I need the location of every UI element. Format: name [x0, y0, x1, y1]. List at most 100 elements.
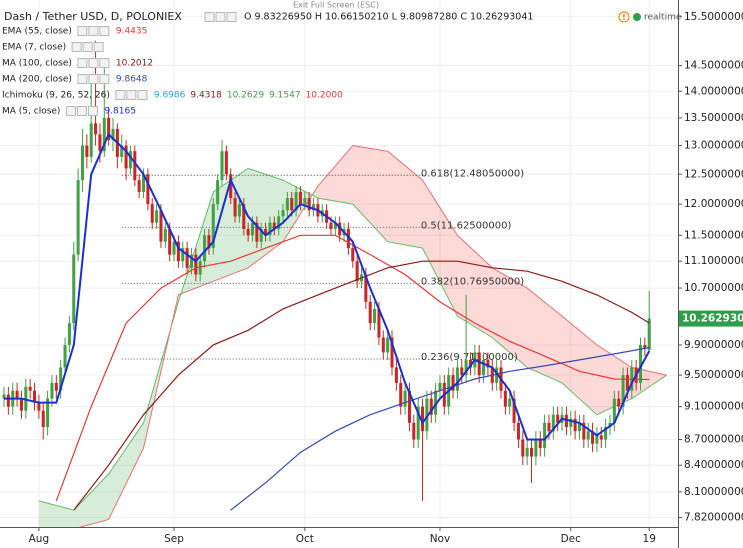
candle-body	[163, 228, 167, 242]
candle-body	[176, 241, 180, 262]
candle-body	[220, 151, 224, 181]
legend-button[interactable]	[82, 42, 93, 52]
candle-body	[386, 337, 390, 353]
fullscreen-hint[interactable]: Exit Full Screen (ESC)	[293, 1, 379, 10]
legend-button[interactable]	[76, 106, 87, 116]
candle-body	[525, 447, 529, 457]
candle-body	[250, 222, 255, 236]
candle-body	[460, 367, 464, 376]
legend-button[interactable]	[204, 12, 215, 22]
candle-body	[207, 235, 211, 249]
candle-body	[438, 382, 442, 391]
candle-body	[595, 435, 599, 444]
candle-body	[364, 274, 368, 302]
legend-button[interactable]	[99, 74, 110, 84]
candle-body	[33, 390, 37, 403]
candle-body	[604, 427, 608, 440]
legend-button[interactable]	[226, 12, 237, 22]
y-tick-label: 12.50000000	[684, 168, 743, 180]
candle-body	[503, 390, 507, 407]
legend-label: Ichimoku (9, 26, 52, 26)	[2, 91, 110, 101]
candle-body	[455, 367, 459, 391]
candle-body	[346, 228, 350, 249]
candle-body	[137, 180, 141, 193]
candle-body	[2, 394, 6, 399]
candle-body	[638, 344, 643, 383]
legend-button[interactable]	[99, 26, 110, 36]
candle-body	[617, 398, 621, 407]
indicator-line	[230, 347, 650, 511]
legend-button[interactable]	[215, 12, 226, 22]
candle-body	[264, 228, 268, 236]
realtime-label[interactable]: realtime	[644, 13, 682, 23]
cloud-segment	[562, 315, 597, 415]
legend-button[interactable]	[88, 26, 99, 36]
y-tick-label: 9.50000000	[684, 369, 743, 381]
legend-button[interactable]	[77, 74, 88, 84]
cloud-segment	[352, 145, 388, 242]
candle-body	[146, 174, 150, 205]
candle-body	[255, 222, 259, 242]
candle-body	[412, 422, 416, 440]
candle-body	[76, 180, 80, 255]
candle-body	[355, 261, 359, 282]
legend-button[interactable]	[115, 90, 126, 100]
legend-label: MA (5, close)	[2, 107, 60, 117]
span-b-line	[38, 145, 667, 548]
last-price-label: 10.26293041	[682, 313, 743, 325]
legend-button[interactable]	[93, 42, 104, 52]
candle-body	[141, 174, 146, 193]
candle-body	[534, 439, 538, 457]
candle-body	[159, 210, 163, 242]
candle-body	[482, 359, 486, 376]
candle-body	[407, 390, 411, 423]
candle-body	[198, 261, 202, 275]
candle-body	[529, 447, 534, 457]
candle-body	[621, 375, 625, 407]
candle-body	[303, 198, 307, 205]
legend-button[interactable]	[87, 106, 98, 116]
legend-button[interactable]	[65, 106, 76, 116]
legend: Dash / Tether USD, D, POLONIEX O 9.832269…	[2, 10, 533, 117]
legend-button[interactable]	[126, 90, 137, 100]
candle-body	[224, 151, 228, 175]
candle-body	[373, 308, 377, 324]
x-tick-label: Sep	[164, 533, 184, 545]
grid	[0, 0, 678, 527]
cloud-segment	[527, 288, 563, 383]
candle-body	[612, 398, 616, 423]
alert-icon[interactable]	[618, 11, 630, 23]
candle-body	[399, 382, 403, 407]
candle-body	[98, 134, 102, 152]
legend-button[interactable]	[77, 26, 88, 36]
candle-body	[394, 367, 398, 383]
candle-body	[63, 344, 67, 368]
legend-button[interactable]	[77, 58, 88, 68]
candle-body	[569, 418, 573, 428]
candle-body	[599, 435, 603, 440]
legend-button[interactable]	[88, 58, 99, 68]
legend-value: 10.2012	[116, 59, 153, 69]
candle-body	[111, 128, 115, 140]
plot: 0.618(12.48050000) 0.5(11.62500000) 0.382(…	[2, 40, 667, 548]
candle-body	[54, 382, 58, 391]
legend-value: 9.8648	[116, 75, 148, 85]
legend-button[interactable]	[88, 74, 99, 84]
legend-button[interactable]	[99, 58, 110, 68]
candle-body	[351, 248, 355, 262]
indicator-line	[4, 132, 651, 441]
y-tick-label: 9.90000000	[684, 339, 743, 351]
legend-button[interactable]	[137, 90, 148, 100]
candle-body	[516, 422, 520, 440]
candle-body	[229, 174, 233, 199]
candle-body	[538, 439, 542, 448]
legend-button[interactable]	[71, 42, 82, 52]
last-price-box	[679, 310, 743, 327]
candle-body	[429, 398, 433, 415]
y-tick-label: 10.70000000	[684, 282, 743, 294]
candle-body	[281, 210, 285, 217]
candle-body	[547, 422, 551, 432]
cloud-segment	[73, 473, 109, 529]
candle-body	[486, 359, 490, 368]
